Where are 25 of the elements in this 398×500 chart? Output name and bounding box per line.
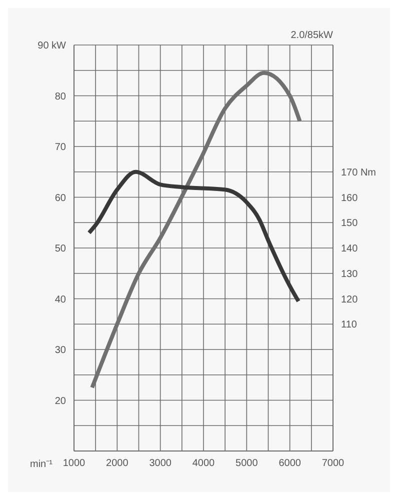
y2-tick-label: 160 [341,192,358,204]
x-tick-label: 1000 [62,458,86,470]
y-tick-label: 70 [54,142,66,154]
y-tick-label: 30 [54,345,66,356]
y-tick-label: 90 kW [38,40,67,52]
y2-tick-label: 120 [341,294,358,306]
chart-title: 2.0/85kW [290,30,333,41]
x-tick-label: 2000 [106,458,129,470]
y-tick-label: 80 [54,91,66,102]
x-tick-label: 7000 [322,458,345,470]
y2-tick-label: 110 [341,320,358,331]
y-tick-label: 50 [54,244,66,255]
x-tick-label: 3000 [149,458,172,470]
y-tick-label: 60 [54,192,66,204]
y2-tick-label: 150 [341,218,358,230]
x-tick-label: 5000 [236,458,258,470]
y-tick-label: 20 [54,396,66,407]
y2-tick-label: 170 Nm [341,167,376,178]
y2-tick-label: 130 [341,268,358,280]
line-series [87,170,300,304]
x-tick-label: 4000 [192,458,216,470]
x-tick-label: 6000 [278,458,302,470]
x-axis-title: min⁻¹ [30,458,52,470]
y-tick-label: 40 [54,294,66,306]
y2-tick-label: 140 [341,244,358,255]
